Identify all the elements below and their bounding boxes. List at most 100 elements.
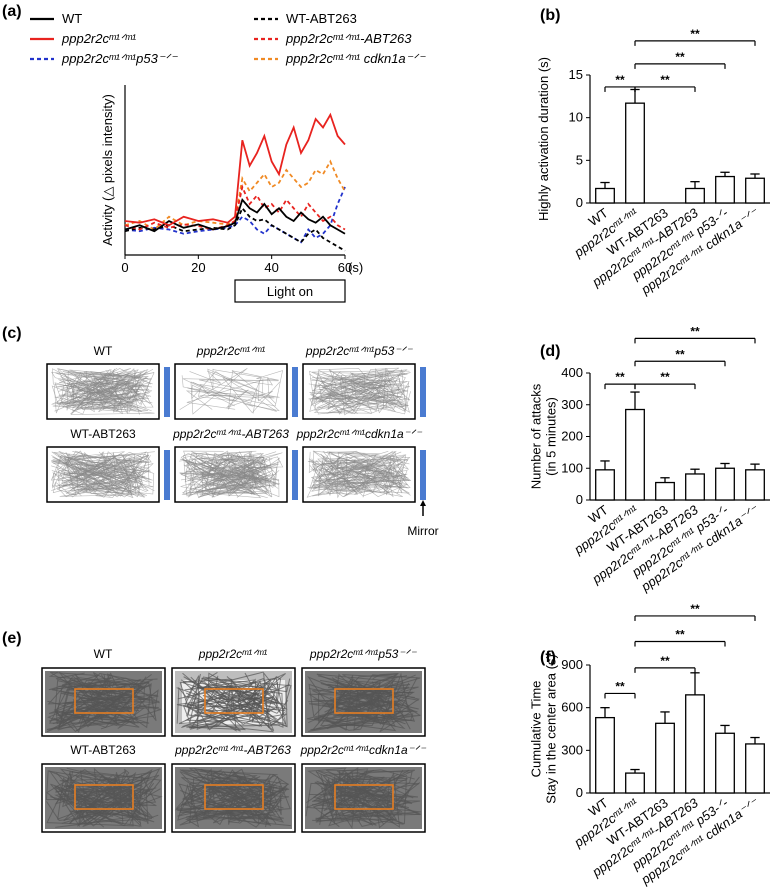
sig-label-b-1: ** xyxy=(660,73,670,87)
c3-track-31 xyxy=(51,455,146,497)
mirror-bar-c-1 xyxy=(292,367,298,417)
c4-track-30 xyxy=(179,457,266,498)
series-line-1 xyxy=(124,206,346,252)
c3-track-18 xyxy=(51,455,154,498)
c2-track-8 xyxy=(317,368,397,413)
e2-track-28 xyxy=(306,680,414,732)
line-chart-a: 0 20 40 60(s) Activity (△ pixels intensity) L… xyxy=(100,85,363,303)
track-title-c-0: WT xyxy=(94,344,113,358)
c3-track-14 xyxy=(62,452,134,499)
e0-track-21 xyxy=(54,672,144,713)
c4-track-44 xyxy=(189,458,268,486)
c0-track-38 xyxy=(67,374,140,411)
c1-track-4 xyxy=(182,378,279,402)
track-grid-e: WT ppp2r2cᵐ¹ᐟᵐ¹ ppp2r2cᵐ¹ᐟᵐ¹p53⁻ᐟ⁻ WT-ABT26… xyxy=(41,647,428,833)
e1-track-29 xyxy=(181,691,273,730)
track-title-c-2: ppp2r2cᵐ¹ᐟᵐ¹p53⁻ᐟ⁻ xyxy=(305,344,414,358)
e3-track-29 xyxy=(45,770,147,823)
c3-track-34 xyxy=(52,457,137,493)
bar-b-5 xyxy=(745,177,765,204)
c3-track-40 xyxy=(51,457,129,494)
c5-track-35 xyxy=(312,450,409,488)
track-title-e-3: WT-ABT263 xyxy=(70,743,136,757)
c3-track-38 xyxy=(54,452,149,498)
e2-track-26 xyxy=(308,677,418,718)
sig-label-f-2: ** xyxy=(675,628,685,642)
c4-track-24 xyxy=(216,454,272,493)
mirror-bar-c-5 xyxy=(420,450,426,500)
y-axis-label-a: Activity (△ pixels intensity) xyxy=(100,94,115,246)
e1-track-16 xyxy=(182,680,284,728)
legend-label-3: ppp2r2cᵐ¹ᐟᵐ¹-ABT263 xyxy=(285,31,412,46)
track-title-c-1: ppp2r2cᵐ¹ᐟᵐ¹ xyxy=(196,344,265,358)
c5-track-39 xyxy=(338,464,412,494)
legend-label-5: ppp2r2cᵐ¹ᐟᵐ¹ cdkn1a⁻ᐟ⁻ xyxy=(285,51,426,66)
e1-track-28 xyxy=(176,686,263,717)
c3-track-26 xyxy=(68,455,133,495)
e1-track-25 xyxy=(248,682,289,720)
e0-track-28 xyxy=(58,680,140,728)
e0-track-29 xyxy=(48,676,147,724)
e2-track-27 xyxy=(333,673,419,722)
bar-f-0 xyxy=(595,716,615,794)
x-tick-label-a-3: 60 xyxy=(338,260,352,275)
track-title-e-4: ppp2r2cᵐ¹ᐟᵐ¹-ABT263 xyxy=(174,743,291,757)
c3-track-43 xyxy=(75,457,141,494)
c3-track-42 xyxy=(61,451,146,498)
panel-c-label: (c) xyxy=(2,325,22,342)
bar-b-0 xyxy=(595,187,615,204)
sig-label-b-0: ** xyxy=(615,73,625,87)
bar-d-2 xyxy=(655,481,675,501)
sig-label-f-1: ** xyxy=(660,654,670,668)
c1-track-8 xyxy=(192,380,273,408)
y-tick-label-b-3: 15 xyxy=(569,67,583,82)
track-title-e-5: ppp2r2cᵐ¹ᐟᵐ¹cdkn1a⁻ᐟ⁻ xyxy=(300,743,428,757)
c3-track-29 xyxy=(65,452,151,481)
c0-track-31 xyxy=(59,372,153,415)
c4-track-42 xyxy=(180,461,280,499)
legend-label-4: ppp2r2cᵐ¹ᐟᵐ¹p53⁻ᐟ⁻ xyxy=(61,51,178,66)
e3-track-3 xyxy=(80,770,162,827)
e4-track-25 xyxy=(222,777,282,825)
y-axis-label-f-0: Cumulative Time xyxy=(529,681,544,778)
mirror-bar-c-3 xyxy=(164,450,170,500)
bar-d-5 xyxy=(745,469,765,501)
e2-track-29 xyxy=(307,674,400,707)
track-title-c-3: WT-ABT263 xyxy=(70,427,136,441)
legend-label-1: WT-ABT263 xyxy=(286,11,357,26)
c4-track-36 xyxy=(187,458,272,498)
y-tick-label-f-0: 0 xyxy=(576,785,583,800)
bar-f-3 xyxy=(685,694,705,794)
c4-track-35 xyxy=(195,466,277,499)
e5-track-21 xyxy=(312,776,392,806)
c4-track-39 xyxy=(180,452,275,491)
sig-label-d-3: ** xyxy=(690,324,700,338)
c5-track-34 xyxy=(313,450,402,494)
center-area-e-2 xyxy=(334,688,394,714)
x-tick-label-a-0: 0 xyxy=(121,260,128,275)
e4-track-6 xyxy=(183,774,273,826)
e5-track-26 xyxy=(312,778,420,816)
c1-track-3 xyxy=(185,384,280,410)
legend-label-0: WT xyxy=(62,11,82,26)
c3-track-36 xyxy=(58,450,152,488)
c5-track-26 xyxy=(328,451,410,499)
series-line-2 xyxy=(124,112,346,227)
center-area-e-4 xyxy=(204,784,264,810)
e2-track-21 xyxy=(308,694,384,723)
c2-track-34 xyxy=(311,371,362,415)
c2-track-21 xyxy=(322,367,406,389)
sig-label-d-0: ** xyxy=(615,370,625,384)
c1-track-7 xyxy=(181,370,283,407)
c5-track-10 xyxy=(313,457,384,489)
c0-track-36 xyxy=(66,373,130,408)
c5-track-22 xyxy=(318,453,408,497)
e2-track-15 xyxy=(322,701,416,730)
c5-track-24 xyxy=(327,456,390,491)
e3-track-18 xyxy=(54,767,137,825)
c2-track-27 xyxy=(321,381,411,401)
legend-a: WT WT-ABT263 ppp2r2cᵐ¹ᐟᵐ¹ ppp2r2cᵐ¹ᐟᵐ¹-ABT2… xyxy=(30,11,426,66)
track-title-c-4: ppp2r2cᵐ¹ᐟᵐ¹-ABT263 xyxy=(172,427,289,441)
bar-chart-d: 0100200300400WTppp2r2cᵐ¹ᐟᵐ¹WT-ABT263ppp2… xyxy=(529,324,770,595)
mirror-bar-c-4 xyxy=(292,450,298,500)
